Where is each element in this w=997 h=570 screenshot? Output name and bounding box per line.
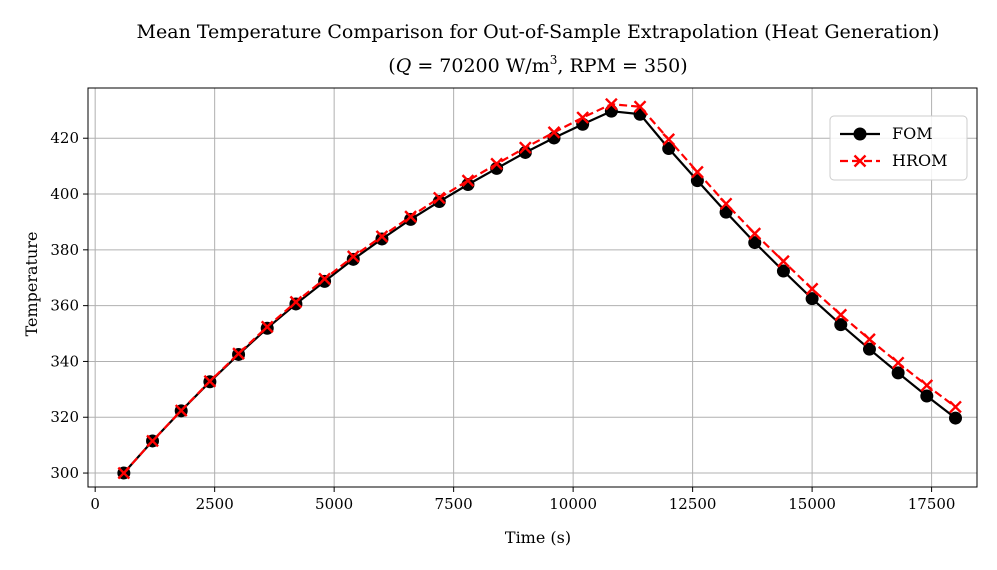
hrom-point [777,254,790,268]
hrom-point [863,333,876,346]
hrom-point [117,466,131,480]
hrom-point [719,197,733,211]
fom-point [748,236,762,250]
fom-point [776,264,790,278]
fom-point [432,195,446,209]
hrom-point [633,100,647,114]
y-tick-label: 300 [50,464,79,482]
hrom-point [805,282,819,296]
hrom-point [547,126,561,139]
legend: FOM HROM [829,115,968,181]
hrom-point [461,174,475,187]
hrom-point [346,250,360,263]
hrom-point [691,165,704,179]
series-layer [117,97,962,480]
grid-lines [88,88,977,487]
fom-point [719,205,733,219]
x-axis-label: Time (s) [505,528,571,547]
legend-marker-fom [853,127,867,141]
chart-subtitle: (Q = 70200 W/m3, RPM = 350) [388,53,687,77]
hrom-point [174,404,188,417]
x-tick-label: 5000 [315,495,353,513]
fom-point [834,318,848,332]
y-tick-label: 420 [50,129,79,147]
hrom-series [117,97,962,480]
hrom-point [232,347,245,360]
subtitle-q-symbol: Q [396,55,412,77]
hrom-point [891,356,905,370]
fom-point [346,252,360,266]
hrom-point [576,111,590,124]
x-tick-label: 17500 [908,495,956,513]
hrom-point [432,191,446,205]
fom-point [805,292,819,306]
y-tick-label: 340 [50,352,79,370]
hrom-point [605,97,618,111]
y-tick-label: 380 [50,241,79,259]
hrom-point [289,295,303,309]
subtitle-q-value: = 70200 W/m [411,55,549,77]
fom-point [662,142,676,156]
x-tick-label: 12500 [669,495,717,513]
hrom-point [404,210,417,223]
hrom-point [260,320,274,334]
subtitle-rpm: , RPM = 350) [557,55,687,77]
y-tick-label: 400 [50,185,79,203]
hrom-point [146,434,159,448]
plot-frame [87,87,978,488]
legend-label-fom: FOM [892,124,933,143]
hrom-point [318,272,331,286]
y-axis-label: Temperature [22,232,41,337]
hrom-point [748,227,762,240]
hrom-point [949,400,962,414]
chart-title: Mean Temperature Comparison for Out-of-S… [137,21,940,43]
hrom-point [375,230,389,243]
hrom-point [518,141,532,155]
fom-point [318,274,332,288]
fom-point [690,174,704,188]
hrom-point [203,374,217,388]
x-tick-label: 0 [90,495,100,513]
y-tick-label: 360 [50,297,79,315]
x-tick-label: 7500 [435,495,473,513]
fom-point [604,104,618,118]
hrom-point [662,132,676,146]
fom-point [404,212,418,226]
fom-point [948,411,962,425]
y-tick-label: 320 [50,408,79,426]
subtitle-open: ( [388,55,395,77]
fom-point [891,366,905,380]
axis-ticks: 0 2500 5000 7500 10000 12500 15000 17500 300 320 3… [50,129,955,513]
legend-label-hrom: HROM [892,151,948,170]
hrom-point [490,157,504,171]
x-tick-label: 10000 [549,495,597,513]
fom-point [862,342,876,356]
x-tick-label: 15000 [788,495,836,513]
x-tick-label: 2500 [196,495,234,513]
fom-point [375,232,389,246]
fom-point [920,389,934,403]
subtitle-q-exponent: 3 [550,53,558,67]
hrom-point [920,379,934,392]
hrom-point [834,308,848,322]
legend-marker-hrom [853,154,867,168]
